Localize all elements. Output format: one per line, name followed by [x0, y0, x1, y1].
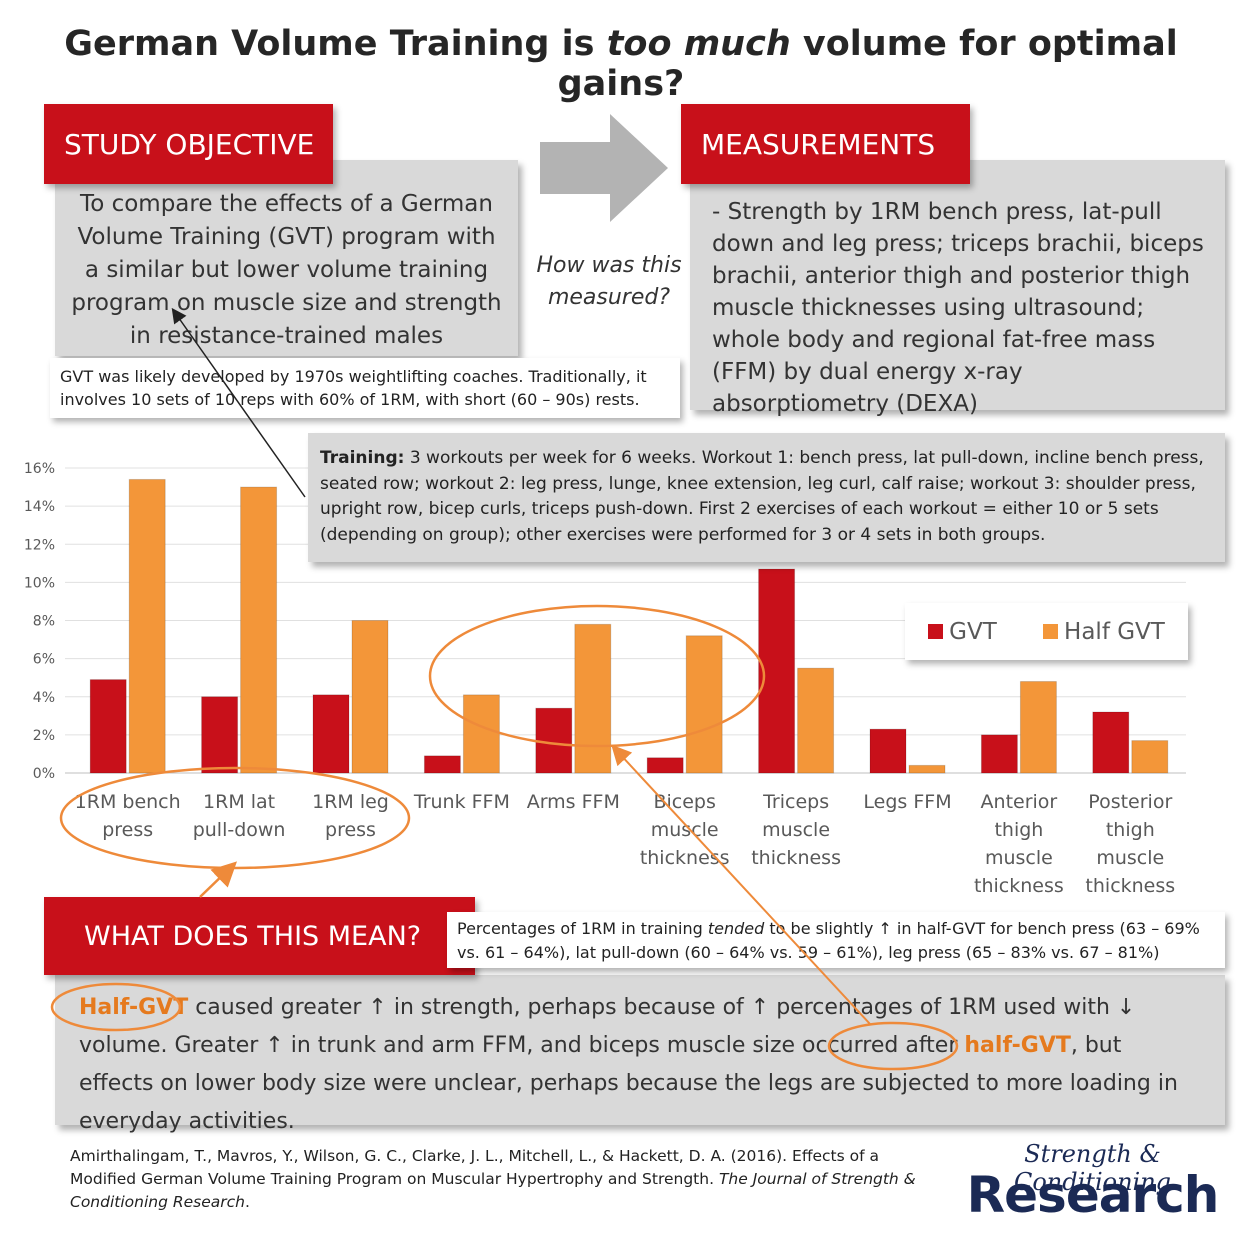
measurements-box: - Strength by 1RM bench press, lat-pull …	[690, 160, 1225, 417]
citation: Amirthalingam, T., Mavros, Y., Wilson, G…	[70, 1145, 950, 1214]
question: How was this measured?	[536, 253, 682, 310]
x-tick-label: Legs FFM	[863, 791, 952, 813]
legend-item: Half GVT	[1043, 619, 1165, 645]
note-emphasis: tended	[707, 919, 765, 938]
logo-script: Strength & Conditioning	[1013, 1140, 1172, 1196]
bar	[980, 734, 1018, 774]
training-box: Training: 3 workouts per week for 6 week…	[308, 433, 1225, 562]
bar	[908, 764, 946, 774]
measurements-heading: MEASUREMENTS	[681, 104, 970, 184]
arrow-shape	[540, 114, 668, 222]
citation-text: .	[245, 1193, 250, 1211]
arrow-icon	[540, 114, 668, 222]
bar	[462, 694, 500, 774]
meaning-heading: WHAT DOES THIS MEAN?	[44, 897, 475, 975]
y-tick-label: 6%	[33, 652, 55, 668]
bar	[1092, 711, 1130, 774]
x-tick-label: 1RM leg press	[312, 791, 389, 841]
x-tick-label: Arms FFM	[526, 791, 620, 813]
legend-swatch	[928, 624, 944, 639]
bar	[312, 694, 350, 774]
note-text: Percentages of 1RM in training	[457, 919, 708, 938]
bar	[89, 679, 127, 774]
x-tick-label: 1RM lat pull-down	[192, 791, 286, 841]
x-tick-label: 1RM bench press	[74, 791, 181, 841]
citation-journal: The Journal of Strength & Conditioning R…	[70, 1170, 916, 1211]
highlight: half-GVT	[964, 1033, 1071, 1058]
y-tick-label: 8%	[33, 614, 55, 630]
objective-heading: STUDY OBJECTIVE	[44, 104, 333, 184]
bar	[423, 755, 461, 774]
title: German Volume Training is too much volum…	[0, 24, 1242, 104]
meaning-box: Half-GVT caused greater ↑ in strength, p…	[55, 975, 1225, 1134]
y-tick-label: 10%	[24, 575, 55, 591]
legend-item: GVT	[928, 619, 997, 645]
legend-label: GVT	[949, 618, 997, 645]
bar	[758, 568, 796, 774]
y-tick-label: 14%	[24, 499, 55, 515]
bar	[1019, 681, 1057, 774]
title-emphasis: too much	[606, 24, 791, 64]
title-text: volume for optimal gains?	[557, 24, 1178, 104]
x-tick-label: Biceps muscle thickness	[639, 791, 730, 869]
bar	[351, 620, 389, 774]
y-tick-label: 2%	[33, 728, 55, 744]
measurements-text: - Strength by 1RM bench press, lat-pull …	[712, 199, 1204, 417]
legend: GVT Half GVT	[905, 603, 1188, 660]
x-tick-label: Triceps muscle thickness	[751, 791, 841, 869]
x-tick-label: Trunk FFM	[413, 791, 510, 813]
meaning-text: , but effects on lower body size were un…	[79, 1033, 1178, 1134]
y-tick-label: 12%	[24, 537, 55, 553]
bar	[685, 635, 723, 774]
bar	[128, 478, 166, 774]
meaning-note: Percentages of 1RM in training tended to…	[447, 912, 1225, 968]
bar	[201, 696, 239, 774]
legend-label: Half GVT	[1064, 618, 1165, 645]
bar	[797, 667, 835, 774]
bar	[1131, 740, 1169, 774]
x-tick-label: Posterior thigh muscle thickness	[1085, 791, 1176, 897]
y-tick-label: 4%	[33, 690, 55, 706]
gvt-note: GVT was likely developed by 1970s weight…	[50, 358, 680, 418]
objective-box: To compare the effects of a German Volum…	[55, 160, 518, 356]
logo-name: Research	[966, 1166, 1220, 1224]
y-tick-label: 0%	[33, 766, 55, 782]
citation-text: Amirthalingam, T., Mavros, Y., Wilson, G…	[70, 1147, 879, 1188]
bar	[646, 757, 684, 774]
bar	[574, 623, 612, 774]
x-tick-label: Anterior thigh muscle thickness	[974, 791, 1064, 897]
highlight: Half-GVT	[79, 995, 189, 1020]
bar	[869, 728, 907, 774]
bar	[240, 486, 278, 774]
y-tick-label: 16%	[24, 461, 55, 477]
training-text: 3 workouts per week for 6 weeks. Workout…	[320, 448, 1204, 545]
training-label: Training:	[320, 448, 405, 468]
legend-swatch	[1043, 624, 1059, 639]
objective-text: To compare the effects of a German Volum…	[71, 191, 502, 349]
bar	[535, 707, 573, 774]
title-text: German Volume Training is	[64, 24, 607, 64]
